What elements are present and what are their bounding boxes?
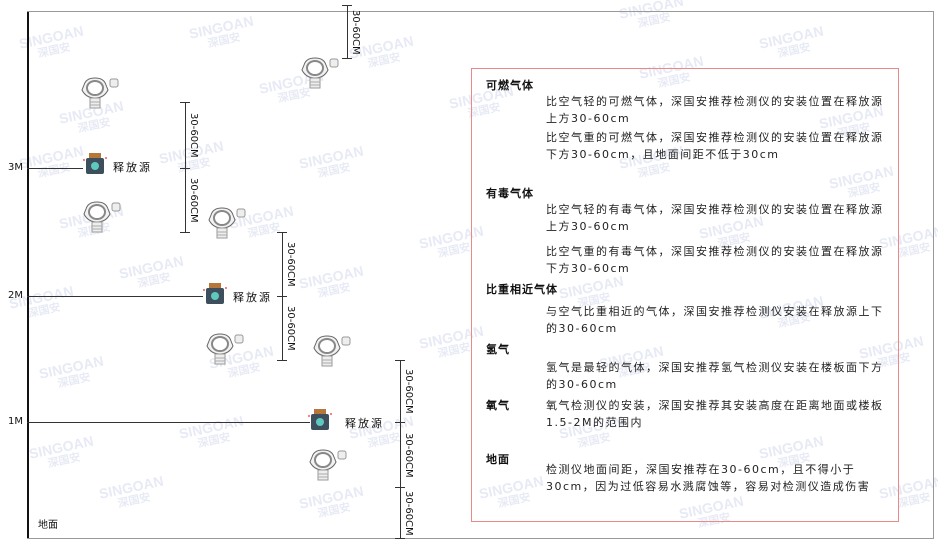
- gas-detector-icon: [205, 332, 247, 370]
- dimension-line: [185, 102, 186, 168]
- ceiling-line: [27, 11, 933, 12]
- dimension-tick: [395, 538, 405, 539]
- section-text: 比空气轻的可燃气体，深国安推荐检测仪的安装位置在释放源上方30-60cm: [546, 95, 884, 125]
- section-title: 比重相近气体: [486, 283, 558, 296]
- ground-label: 地面: [38, 520, 58, 531]
- section-text: 比空气重的有毒气体，深国安推荐检测仪的安装位置在释放源下方30-60cm: [546, 245, 884, 275]
- dimension-line: [400, 360, 401, 422]
- gas-detector-icon: [207, 206, 249, 244]
- dimension-tick: [342, 5, 352, 6]
- level-2m: 2M: [8, 290, 23, 301]
- wall-line: [27, 11, 29, 539]
- section-text: 比空气重的可燃气体，深国安推荐检测仪的安装位置在释放源下方30-60cm，且地面…: [546, 131, 884, 161]
- dimension-tick: [395, 487, 405, 488]
- release-source-icon: [308, 408, 332, 436]
- gas-detector-icon: [80, 76, 122, 114]
- release-source-label: 释放源: [233, 291, 272, 304]
- dimension-tick: [180, 102, 190, 103]
- gas-detector-icon: [312, 334, 354, 372]
- dimension-label: 30-60CM: [188, 113, 199, 158]
- dimension-tick: [277, 360, 287, 361]
- dimension-tick: [342, 58, 352, 59]
- section-title: 地面: [486, 453, 510, 466]
- dimension-label: 30-60CM: [285, 306, 296, 351]
- release-source-label: 释放源: [113, 161, 152, 174]
- right-edge-line: [933, 11, 934, 539]
- release-source-label: 释放源: [345, 417, 384, 430]
- dimension-tick: [277, 296, 287, 297]
- dimension-line: [400, 422, 401, 487]
- dimension-label: 30-60CM: [285, 242, 296, 287]
- dimension-label: 30-60CM: [403, 432, 414, 478]
- section-text: 与空气比重相近的气体，深国安推荐检测仪安装在释放源上下的30-60cm: [546, 305, 884, 335]
- section-text: 氧气检测仪的安装，深国安推荐其安装高度在距离地面或楼板1.5-2M的范围内: [546, 399, 884, 429]
- dimension-tick: [395, 360, 405, 361]
- release-source-icon: [203, 282, 227, 310]
- dimension-label: 30-60CM: [350, 9, 361, 55]
- dimension-tick: [395, 422, 405, 423]
- dimension-line: [282, 232, 283, 296]
- dimension-tick: [277, 232, 287, 233]
- level-1m: 1M: [8, 416, 23, 427]
- dimension-line: [282, 296, 283, 360]
- dimension-label: 30-60CM: [403, 369, 414, 414]
- level-1m-line: [27, 422, 310, 423]
- section-title: 氧气: [486, 399, 510, 412]
- dimension-tick: [180, 168, 190, 169]
- section-title: 有毒气体: [486, 187, 534, 200]
- dimension-line: [185, 168, 186, 232]
- gas-detector-icon: [308, 448, 350, 486]
- dimension-label: 30-60CM: [188, 178, 199, 223]
- info-panel: 可燃气体 比空气轻的可燃气体，深国安推荐检测仪的安装位置在释放源上方30-60cm…: [471, 68, 899, 522]
- section-title: 可燃气体: [486, 79, 534, 92]
- dimension-label: 30-60CM: [403, 490, 414, 536]
- dimension-tick: [180, 232, 190, 233]
- gas-detector-icon: [300, 56, 342, 94]
- level-3m: 3M: [8, 162, 23, 173]
- floor-line: [27, 538, 933, 539]
- level-2m-line: [27, 296, 203, 297]
- dimension-line: [347, 5, 348, 58]
- section-text: 检测仪地面间距，深国安推荐在30-60cm，且不得小于30cm，因为过低容易水溅…: [546, 463, 871, 493]
- release-source-icon: [83, 152, 107, 180]
- section-text: 比空气轻的有毒气体，深国安推荐检测仪的安装位置在释放源上方30-60cm: [546, 203, 884, 233]
- section-text: 氢气是最轻的气体，深国安推荐氢气检测仪安装在楼板面下方的30-60cm: [546, 361, 884, 391]
- dimension-line: [400, 487, 401, 538]
- section-title: 氢气: [486, 343, 510, 356]
- gas-detector-icon: [82, 200, 124, 238]
- level-3m-line: [27, 168, 83, 169]
